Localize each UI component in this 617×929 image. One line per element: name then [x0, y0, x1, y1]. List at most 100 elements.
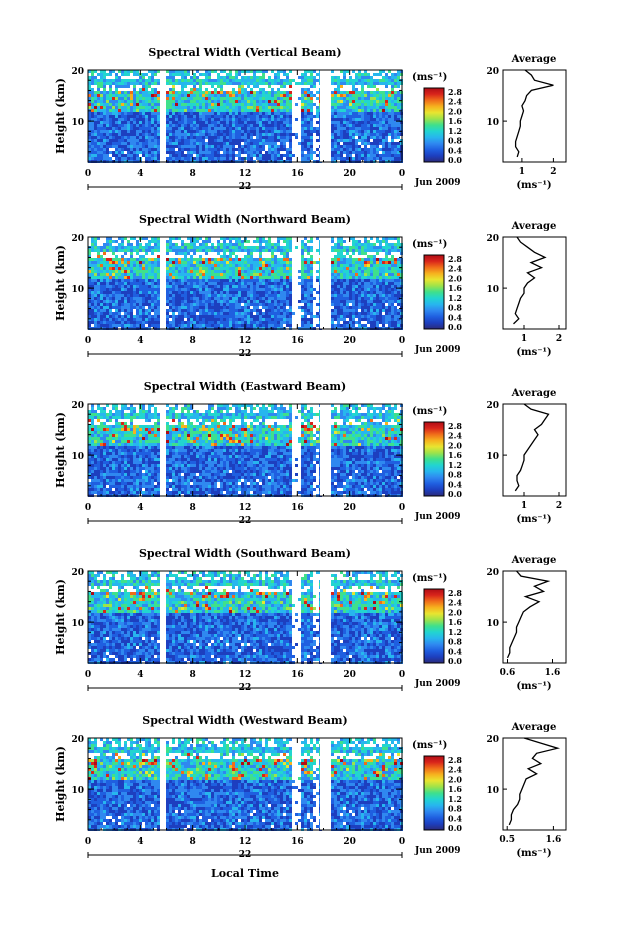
- colorbar: [423, 755, 445, 831]
- colorbar-tick-label: 2.0: [448, 273, 462, 283]
- x-tick-label: 16: [291, 169, 304, 179]
- panel-1: Spectral Width (Vertical Beam) Height (km…: [54, 46, 567, 192]
- colorbar-tick-label: 0.8: [448, 136, 462, 146]
- colorbar-tick-label: 0.8: [448, 303, 462, 313]
- colorbar-tick-label: 1.6: [448, 784, 462, 794]
- y-axis-label: Height (km): [54, 412, 67, 488]
- colorbar-tick-label: 1.2: [448, 627, 462, 637]
- x-tick-label: 20: [343, 336, 356, 346]
- colorbar-tick-label: 1.6: [448, 283, 462, 293]
- colorbar-tick-label: 1.2: [448, 126, 462, 136]
- colorbar-unit: (ms⁻¹): [412, 239, 447, 250]
- profile-frame: [502, 69, 567, 163]
- colorbar-tick-label: 2.0: [448, 774, 462, 784]
- x-tick-label: 8: [190, 670, 196, 680]
- x-tick-label: 0: [85, 837, 91, 847]
- colorbar-tick-label: 2.4: [448, 431, 462, 441]
- colorbar-unit: (ms⁻¹): [412, 573, 447, 584]
- x-tick-label: 12: [239, 169, 252, 179]
- colorbar-tick-label: 0.8: [448, 804, 462, 814]
- profile-title: Average: [511, 54, 557, 65]
- x-tick-label: 4: [137, 503, 143, 513]
- x-tick-label: 0: [85, 336, 91, 346]
- profile-line: [513, 236, 547, 325]
- x-tick-label: 0: [399, 837, 405, 847]
- profile-x-label: (ms⁻¹): [516, 848, 551, 859]
- heatmap: [88, 237, 403, 330]
- y-tick-label: 20: [71, 234, 84, 244]
- profile-title: Average: [511, 555, 557, 566]
- colorbar-tick-label: 2.4: [448, 765, 462, 775]
- profile-y-tick: 20: [486, 67, 499, 77]
- x-tick-label: 4: [137, 169, 143, 179]
- colorbar-tick-label: 2.8: [448, 254, 462, 264]
- profile-y-tick: 10: [486, 118, 499, 128]
- y-tick-label: 10: [71, 118, 84, 128]
- profile-y-tick: 10: [486, 452, 499, 462]
- heatmap: [88, 70, 403, 163]
- profile-x-tick: 1.6: [546, 835, 562, 845]
- profile-x-label: (ms⁻¹): [516, 180, 551, 191]
- colorbar-tick-label: 2.0: [448, 106, 462, 116]
- x-tick-label: 8: [190, 169, 196, 179]
- colorbar-tick-label: 0.8: [448, 470, 462, 480]
- y-tick-label: 10: [71, 285, 84, 295]
- colorbar-tick-label: 0.0: [448, 489, 462, 499]
- panel-title: Spectral Width (Southward Beam): [139, 547, 351, 560]
- profile-x-tick: 1.6: [545, 668, 561, 678]
- colorbar-tick-label: 1.2: [448, 794, 462, 804]
- profile-title: Average: [511, 221, 557, 232]
- date-tick-label: 22: [239, 683, 252, 693]
- panel-title: Spectral Width (Westward Beam): [142, 714, 347, 727]
- profile-line: [506, 570, 551, 659]
- colorbar-tick-label: 0.4: [448, 312, 462, 322]
- x-tick-label: 8: [190, 837, 196, 847]
- profile-y-tick: 20: [486, 234, 499, 244]
- y-tick-label: 10: [71, 452, 84, 462]
- date-tick-label: 22: [239, 349, 252, 359]
- colorbar-tick-label: 0.0: [448, 656, 462, 666]
- shared-xlabel: Local Time: [211, 867, 279, 880]
- x-tick-label: 16: [291, 503, 304, 513]
- x-tick-label: 0: [85, 670, 91, 680]
- profile-frame: [502, 236, 567, 330]
- profile-y-tick: 10: [486, 786, 499, 796]
- profile-x-label: (ms⁻¹): [516, 681, 551, 692]
- profile-y-tick: 20: [486, 735, 499, 745]
- colorbar: [423, 87, 445, 163]
- date-label: Jun 2009: [414, 345, 461, 355]
- x-tick-label: 8: [190, 503, 196, 513]
- heatmap: [88, 404, 403, 497]
- colorbar-tick-label: 1.2: [448, 460, 462, 470]
- colorbar-tick-label: 0.8: [448, 637, 462, 647]
- panel-3: Spectral Width (Eastward Beam) Height (km…: [54, 380, 567, 526]
- profile-title: Average: [511, 722, 557, 733]
- colorbar-tick-label: 2.4: [448, 598, 462, 608]
- x-tick-label: 20: [343, 837, 356, 847]
- x-tick-label: 20: [343, 169, 356, 179]
- heatmap: [88, 571, 403, 664]
- panel-4: Spectral Width (Southward Beam) Height (k…: [54, 547, 567, 693]
- x-tick-label: 0: [85, 169, 91, 179]
- panel-title: Spectral Width (Northward Beam): [139, 213, 351, 226]
- colorbar-tick-label: 2.4: [448, 264, 462, 274]
- profile-x-tick: 2: [556, 501, 562, 511]
- profile-x-tick: 1: [521, 501, 527, 511]
- date-label: Jun 2009: [414, 846, 461, 856]
- x-tick-label: 0: [399, 670, 405, 680]
- colorbar-tick-label: 2.0: [448, 440, 462, 450]
- y-axis-label: Height (km): [54, 579, 67, 655]
- x-tick-label: 0: [399, 169, 405, 179]
- profile-title: Average: [511, 388, 557, 399]
- colorbar-tick-label: 0.4: [448, 479, 462, 489]
- profile-y-tick: 20: [486, 401, 499, 411]
- colorbar: [423, 588, 445, 664]
- x-tick-label: 8: [190, 336, 196, 346]
- colorbar: [423, 254, 445, 330]
- colorbar-tick-label: 0.0: [448, 823, 462, 833]
- colorbar-unit: (ms⁻¹): [412, 406, 447, 417]
- x-tick-label: 0: [399, 503, 405, 513]
- profile-line: [508, 737, 561, 826]
- profile-x-tick: 0.6: [500, 668, 516, 678]
- y-tick-label: 10: [71, 786, 84, 796]
